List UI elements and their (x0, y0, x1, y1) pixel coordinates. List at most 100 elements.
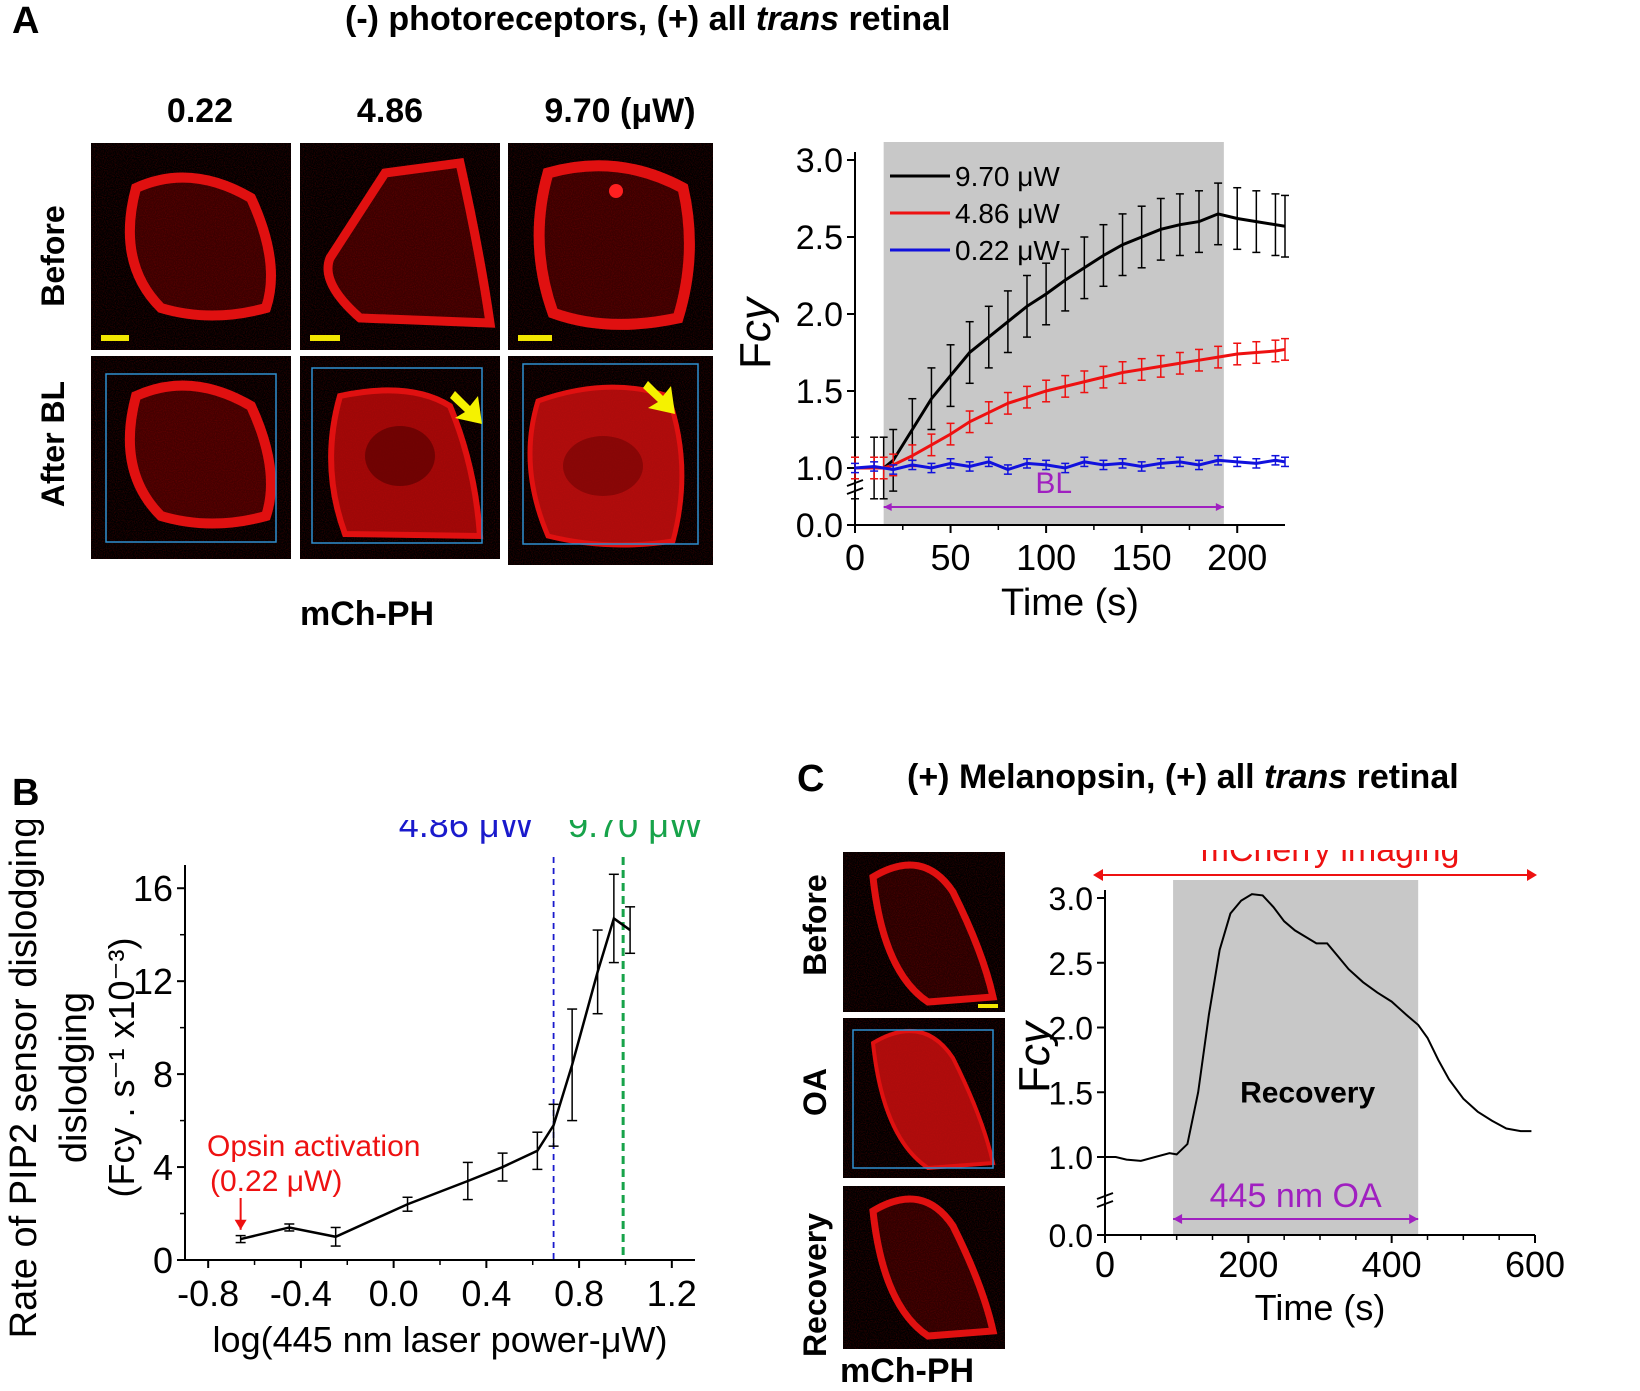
threshold-label-486: 4.86 μW (399, 820, 534, 845)
axis-break (1096, 1192, 1114, 1208)
y-tick-label: 0 (153, 1240, 173, 1281)
x-tick-label: -0.4 (270, 1273, 332, 1314)
imaging-arrow-right (1527, 869, 1537, 881)
y-axis-label-f: F (740, 342, 780, 369)
panel-c-row-label-before: Before (797, 874, 833, 976)
x-tick-label: 0 (845, 537, 865, 578)
x-tick-label: 150 (1112, 537, 1172, 578)
y-axis-label-f: F (1015, 1066, 1059, 1093)
panel-a-image-label: mCh-PH (300, 595, 435, 633)
panel-c-row-label-recovery: Recovery (797, 1212, 833, 1358)
series-line (855, 347, 1286, 470)
shaded-region (883, 142, 1224, 525)
y-tick-label: 1.0 (1049, 1140, 1093, 1176)
series-line (240, 916, 631, 1241)
y-axis-label-1: Rate of PIP2 sensor dislodging (3, 820, 45, 1338)
y-tick-label: 2.5 (1049, 946, 1093, 982)
oa-arrow-left (1173, 1214, 1183, 1224)
y-axis-label-cy: cy (740, 295, 780, 342)
y-tick-label: 2.5 (796, 219, 843, 257)
panel-a-title-italic: trans (755, 0, 839, 38)
y-axis-label-cy: cy (1015, 1019, 1059, 1066)
oa-arrow-right (1409, 1214, 1419, 1224)
panel-a-title-pre: (-) photoreceptors, (+) all (345, 0, 756, 38)
threshold-label-970: 9.70 μW (568, 820, 703, 845)
x-tick-label: 0.8 (554, 1273, 604, 1314)
y-tick-label: 0.0 (1049, 1218, 1093, 1254)
x-tick-label: -0.8 (177, 1273, 239, 1314)
x-tick-label: 0.4 (461, 1273, 511, 1314)
panel-a-image-before-970 (508, 143, 713, 350)
bl-arrow-left (883, 503, 892, 511)
series-line (855, 212, 1286, 470)
x-tick-label: 100 (1016, 537, 1076, 578)
panel-c-title-post: retinal (1347, 758, 1459, 796)
opsin-annotation-2: (0.22 μW) (210, 1165, 342, 1198)
x-tick-label: 600 (1505, 1244, 1565, 1285)
y-tick-label: 2.0 (796, 296, 843, 334)
opsin-arrow-head (234, 1219, 247, 1230)
panel-a-title-post: retinal (839, 0, 951, 38)
y-tick-label: 0.0 (796, 507, 843, 545)
y-axis-label-2: dislodging (53, 992, 95, 1163)
y-tick-label: 8 (153, 1054, 173, 1095)
bl-arrow-right (1215, 503, 1224, 511)
x-axis-label: log(445 nm laser power-μW) (213, 1319, 668, 1360)
panel-a-chart: 0.0 1.0 1.5 2.0 2.5 3.0 0 50 100 150 200 Time (s) Fc… (740, 142, 1289, 624)
x-tick-label: 1.2 (647, 1273, 697, 1314)
y-tick-label: 1.5 (1049, 1075, 1093, 1111)
y-tick-label: 2.0 (1049, 1011, 1093, 1047)
panel-c-image-oa (843, 1018, 1005, 1178)
y-tick-label: 1.0 (796, 450, 843, 488)
panel-a-letter: A (12, 0, 40, 42)
panel-a-row-label-before: Before (35, 205, 71, 307)
recovery-label: Recovery (1240, 1076, 1375, 1109)
panel-a-image-after-486 (300, 356, 500, 559)
shaded-region (1173, 880, 1419, 1235)
legend-label: 0.22 μW (955, 235, 1060, 266)
panel-a-image-before-022 (91, 143, 291, 350)
panel-c-chart: 0.0 1.0 1.5 2.0 2.5 3.0 0 200 400 600 Time (s) Fcy R… (1015, 850, 1565, 1328)
panel-c-title: (+) Melanopsin, (+) all trans retinal (907, 758, 1459, 797)
y-axis-label: Fcy (740, 295, 780, 369)
imaging-arrow-left (1093, 869, 1103, 881)
x-tick-label: 50 (931, 537, 971, 578)
panel-c-image-label: mCh-PH (840, 1352, 975, 1390)
x-tick-label: 200 (1218, 1244, 1278, 1285)
y-tick-label: 3.0 (1049, 881, 1093, 917)
y-axis-label-3: (Fcy . s⁻¹ x10⁻³) (101, 938, 142, 1198)
panel-b-letter: B (12, 772, 40, 814)
legend-label: 9.70 μW (955, 161, 1060, 192)
series-line (854, 458, 1286, 472)
imaging-label: mCherry imaging (1201, 850, 1460, 869)
y-tick-label: 1.5 (796, 373, 843, 411)
x-axis-label: Time (s) (1255, 1287, 1386, 1328)
bl-label: BL (1035, 467, 1072, 500)
y-tick-label: 12 (133, 961, 173, 1002)
panel-c-image-before (843, 852, 1005, 1012)
panel-a-row-label-after: After BL (35, 380, 71, 508)
x-tick-label: 400 (1362, 1244, 1422, 1285)
panel-c-letter: C (797, 758, 825, 800)
panel-a-col-label-3: 9.70 (μW) (544, 92, 696, 130)
y-tick-label: 3.0 (796, 142, 843, 180)
series-line (1105, 893, 1532, 1162)
panel-a-col-label-1: 0.22 (166, 92, 234, 130)
panel-c-row-label-oa: OA (797, 1068, 833, 1116)
x-tick-label: 200 (1207, 537, 1267, 578)
panel-c-image-recovery (843, 1186, 1005, 1349)
x-tick-label: 0.0 (369, 1273, 419, 1314)
y-tick-label: 16 (133, 868, 173, 909)
oa-label: 445 nm OA (1210, 1177, 1382, 1215)
panel-a-col-label-2: 4.86 (356, 92, 424, 130)
panel-b-chart: 0 4 8 12 16 -0.8 -0.4 0.0 0.4 0.8 1.2 log(445 nm la… (3, 820, 703, 1360)
x-axis-label: Time (s) (1001, 582, 1139, 624)
panel-a-image-before-486 (300, 143, 500, 350)
y-tick-label: 4 (153, 1147, 173, 1188)
panel-a-image-after-022 (91, 356, 291, 559)
panel-c-title-italic: trans (1264, 758, 1348, 796)
panel-c-title-pre: (+) Melanopsin, (+) all (907, 758, 1265, 796)
legend-label: 4.86 μW (955, 198, 1060, 229)
y-axis-label: Fcy (1015, 1019, 1059, 1093)
panel-a-title: (-) photoreceptors, (+) all trans retina… (345, 0, 950, 39)
